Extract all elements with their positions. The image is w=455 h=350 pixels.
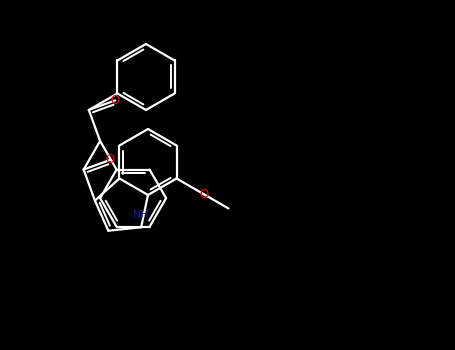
Text: O: O [111,94,120,107]
Text: NH: NH [133,210,150,220]
Text: O: O [105,154,115,167]
Text: O: O [200,188,209,201]
